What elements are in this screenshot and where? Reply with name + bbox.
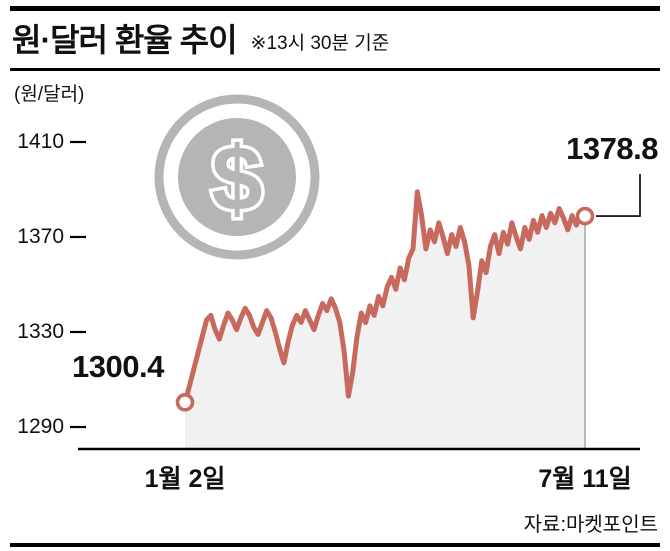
- y-tick-label: 1330: [17, 320, 64, 343]
- end-point-marker: [575, 206, 595, 226]
- start-point-marker: [175, 392, 195, 412]
- area-fill: [185, 191, 585, 449]
- start-value-label: 1300.4: [72, 349, 164, 384]
- y-tick-label: 1290: [17, 415, 64, 438]
- chart-subtitle-note: ※13시 30분 기준: [250, 33, 390, 54]
- rate-line: [182, 189, 588, 405]
- x-axis-label-start: 1월 2일: [144, 465, 226, 493]
- y-tick-label: 1410: [17, 130, 64, 153]
- dollar-sign-glyph: $: [211, 128, 262, 230]
- y-tick-label: 1370: [17, 225, 64, 248]
- dollar-coin-icon-disc: [178, 118, 296, 236]
- chart-header: 원·달러 환율 추이 ※13시 30분 기준: [10, 11, 660, 71]
- x-axis-label-end: 7월 11일: [538, 465, 632, 493]
- y-axis-unit-label: (원/달러): [14, 84, 85, 105]
- source-credit: 자료:마켓포인트: [523, 514, 658, 536]
- end-annotation-connector: [596, 174, 641, 217]
- bottom-border: [10, 543, 660, 547]
- end-value-label: 1378.8: [566, 131, 658, 166]
- chart-area: $ (원/달러) 1300.4 1378.8 1290 1330 1370 1410 1…: [10, 77, 660, 497]
- top-border: [10, 6, 660, 11]
- chart-title: 원·달러 환율 추이: [12, 22, 238, 58]
- rate-line-chart: $: [70, 94, 641, 451]
- dollar-coin-icon: [154, 94, 320, 260]
